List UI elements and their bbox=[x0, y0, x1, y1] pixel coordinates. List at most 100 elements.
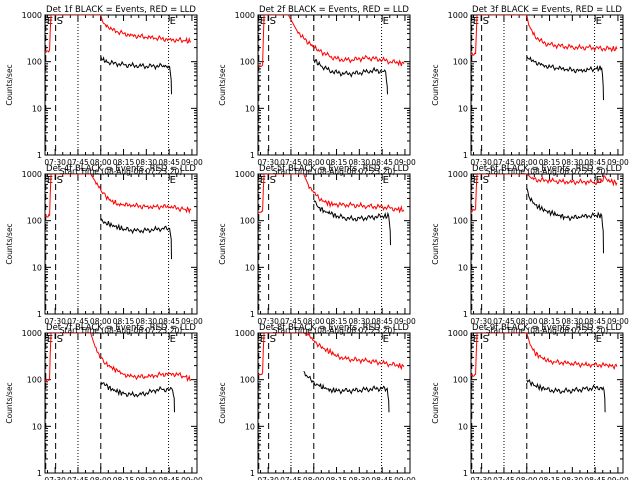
series-line-events bbox=[100, 56, 172, 95]
y-tick-label: 1000 bbox=[22, 11, 42, 20]
x-tick-label: 07:45 bbox=[280, 476, 302, 480]
time-marker-label: E bbox=[170, 16, 176, 27]
x-tick-label: 07:30 bbox=[470, 158, 492, 167]
y-tick-label: 10 bbox=[458, 422, 468, 431]
x-tick-label: 09:00 bbox=[181, 317, 203, 326]
y-tick-label: 1000 bbox=[235, 170, 255, 179]
series-line-lld bbox=[471, 333, 618, 378]
plot-frame bbox=[257, 14, 411, 156]
y-axis-label: Counts/sec bbox=[218, 64, 227, 105]
chart-panel-2: Det 2f BLACK = Events, RED = LLD 1 10 100 10… bbox=[218, 5, 416, 176]
chart-panel-8: Det 8f BLACK = Events, RED = LLD 1 10 100 10… bbox=[218, 323, 416, 484]
chart-title: Det 9f BLACK = Events, RED = LLD bbox=[472, 323, 622, 333]
x-tick-label: 07:45 bbox=[280, 317, 302, 326]
plot-frame bbox=[44, 173, 198, 315]
x-tick-label: 08:00 bbox=[90, 476, 112, 480]
series-line-events bbox=[526, 56, 604, 101]
chart-panel-7: Det 7f BLACK = Events, RED = LLD 1 10 100 10… bbox=[5, 323, 203, 484]
x-tick-label: 08:45 bbox=[158, 476, 180, 480]
y-axis-label: Counts/sec bbox=[5, 64, 14, 105]
y-tick-label: 100 bbox=[240, 58, 255, 67]
y-axis-label: Counts/sec bbox=[5, 223, 14, 264]
chart-panel-4: Det 4f BLACK = Events, RED = LLD 1 10 100 10… bbox=[5, 164, 203, 335]
y-tick-label: 1000 bbox=[22, 170, 42, 179]
x-tick-label: 07:45 bbox=[493, 158, 515, 167]
chart-panel-3: Det 3f BLACK = Events, RED = LLD 1 10 100 10… bbox=[431, 5, 629, 176]
time-marker-label: E bbox=[170, 334, 176, 345]
y-tick-label: 1 bbox=[37, 310, 42, 319]
x-axis-label: Start Time (08-Aug-08 07:23:20) bbox=[486, 167, 608, 176]
series-line-events bbox=[313, 59, 388, 95]
x-tick-label: 07:45 bbox=[280, 158, 302, 167]
x-tick-label: 08:45 bbox=[371, 158, 393, 167]
y-tick-label: 100 bbox=[27, 58, 42, 67]
time-marker-label: E bbox=[596, 16, 602, 27]
y-tick-label: 1 bbox=[463, 151, 468, 160]
x-tick-label: 07:45 bbox=[493, 317, 515, 326]
x-tick-label: 09:00 bbox=[394, 158, 416, 167]
time-marker-label: E bbox=[47, 334, 53, 345]
time-marker-label: E bbox=[383, 334, 389, 345]
time-marker-label: S bbox=[270, 334, 276, 345]
y-tick-label: 1000 bbox=[448, 11, 468, 20]
series-line-lld bbox=[258, 333, 405, 376]
y-tick-label: 100 bbox=[240, 376, 255, 385]
x-tick-label: 08:45 bbox=[584, 317, 606, 326]
x-tick-label: 08:00 bbox=[516, 158, 538, 167]
chart-title: Det 6f BLACK = Events, RED = LLD bbox=[472, 164, 622, 174]
series-line-lld bbox=[45, 333, 192, 383]
y-tick-label: 10 bbox=[245, 263, 255, 272]
x-tick-label: 08:30 bbox=[562, 158, 584, 167]
x-tick-label: 07:30 bbox=[44, 317, 66, 326]
series-line-events bbox=[313, 200, 391, 246]
series-line-events bbox=[100, 381, 175, 413]
x-tick-label: 08:15 bbox=[113, 476, 135, 480]
time-marker-label: E bbox=[473, 175, 479, 186]
x-tick-label: 08:15 bbox=[326, 476, 348, 480]
x-tick-label: 07:30 bbox=[44, 158, 66, 167]
time-marker-label: E bbox=[383, 16, 389, 27]
x-tick-label: 08:45 bbox=[584, 158, 606, 167]
series-line-lld bbox=[258, 15, 405, 68]
time-marker-label: S bbox=[57, 16, 63, 27]
x-tick-label: 09:00 bbox=[607, 317, 629, 326]
y-axis-label: Counts/sec bbox=[5, 382, 14, 423]
x-tick-label: 08:30 bbox=[136, 476, 158, 480]
series-line-events bbox=[100, 218, 172, 260]
x-axis-label: Start Time (08-Aug-08 07:23:20) bbox=[273, 167, 395, 176]
series-line-events bbox=[526, 379, 606, 413]
chart-title: Det 2f BLACK = Events, RED = LLD bbox=[259, 5, 409, 15]
y-tick-label: 100 bbox=[453, 376, 468, 385]
y-tick-label: 100 bbox=[240, 217, 255, 226]
time-marker-label: E bbox=[170, 175, 176, 186]
y-axis-label: Counts/sec bbox=[218, 223, 227, 264]
y-tick-label: 1 bbox=[463, 310, 468, 319]
series-line-lld bbox=[471, 15, 618, 56]
x-tick-label: 08:00 bbox=[303, 158, 325, 167]
x-tick-label: 08:45 bbox=[158, 317, 180, 326]
x-tick-label: 08:00 bbox=[303, 476, 325, 480]
x-tick-label: 08:30 bbox=[136, 317, 158, 326]
x-tick-label: 08:30 bbox=[349, 158, 371, 167]
x-tick-label: 08:30 bbox=[562, 476, 584, 480]
y-tick-label: 1 bbox=[250, 310, 255, 319]
x-tick-label: 08:00 bbox=[90, 158, 112, 167]
y-tick-label: 1000 bbox=[235, 11, 255, 20]
series-line-lld bbox=[45, 174, 192, 218]
x-tick-label: 08:00 bbox=[303, 317, 325, 326]
x-tick-label: 08:15 bbox=[326, 158, 348, 167]
y-tick-label: 1 bbox=[463, 469, 468, 478]
chart-panel-6: Det 6f BLACK = Events, RED = LLD 1 10 100 10… bbox=[431, 164, 629, 335]
y-tick-label: 1000 bbox=[448, 170, 468, 179]
y-tick-label: 100 bbox=[453, 58, 468, 67]
x-tick-label: 08:15 bbox=[113, 158, 135, 167]
x-tick-label: 08:45 bbox=[584, 476, 606, 480]
x-tick-label: 08:00 bbox=[516, 476, 538, 480]
x-tick-label: 07:45 bbox=[67, 476, 89, 480]
x-tick-label: 08:30 bbox=[562, 317, 584, 326]
plot-frame bbox=[470, 173, 624, 315]
x-tick-label: 08:45 bbox=[371, 317, 393, 326]
x-tick-label: 08:00 bbox=[516, 317, 538, 326]
